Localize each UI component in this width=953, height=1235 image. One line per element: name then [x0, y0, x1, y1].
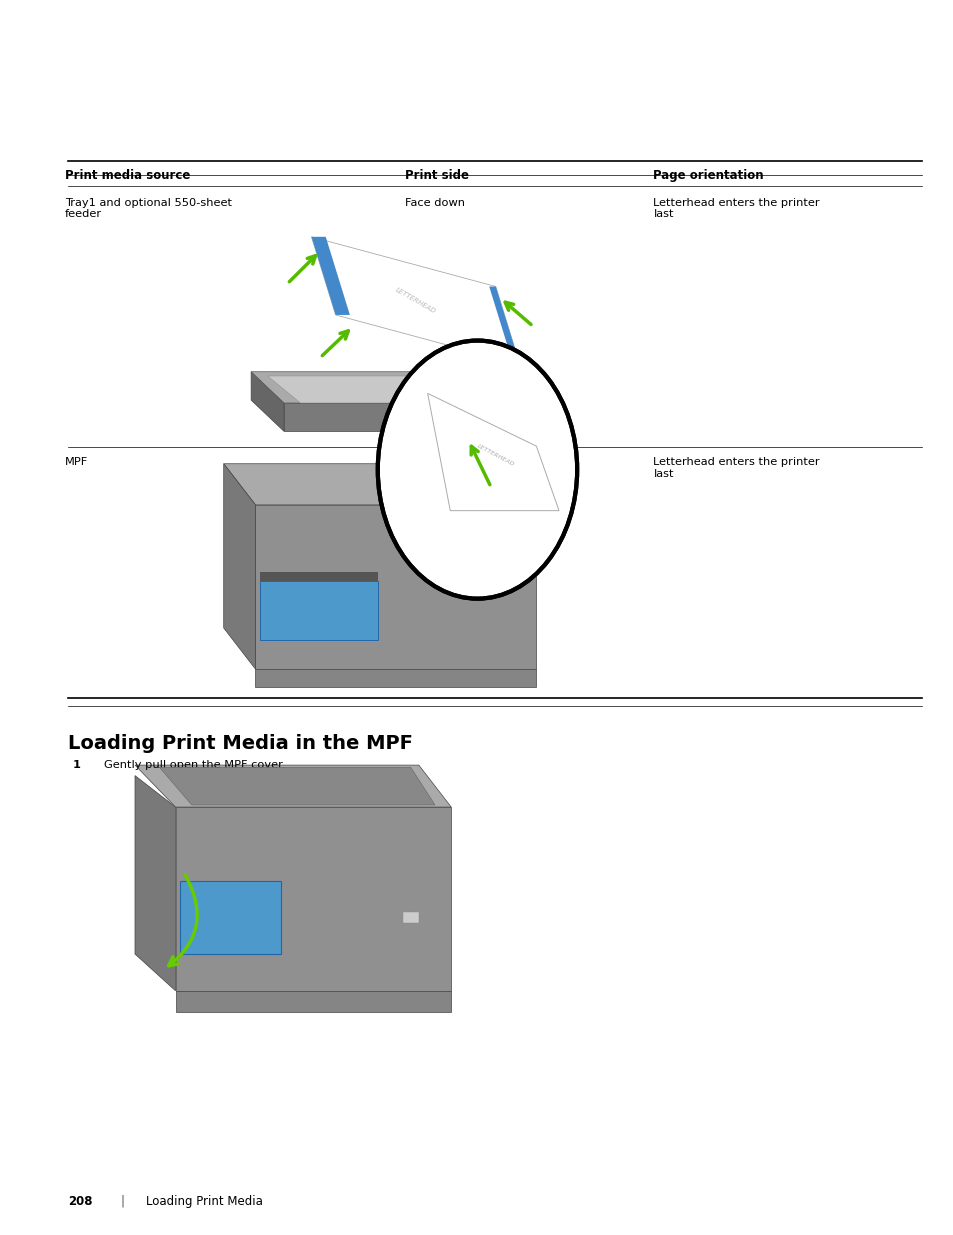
Polygon shape	[179, 881, 280, 953]
Polygon shape	[311, 237, 350, 315]
Polygon shape	[267, 375, 530, 403]
Text: Loading Print Media in the MPF: Loading Print Media in the MPF	[68, 734, 413, 752]
Text: Loading Print Media: Loading Print Media	[146, 1194, 263, 1208]
Text: |: |	[120, 1194, 124, 1208]
Text: Letterhead enters the printer
last: Letterhead enters the printer last	[653, 198, 820, 219]
Text: LETTERHEAD: LETTERHEAD	[476, 443, 515, 468]
Polygon shape	[251, 372, 284, 431]
Polygon shape	[251, 372, 543, 403]
Polygon shape	[223, 463, 255, 669]
Text: Print side: Print side	[405, 169, 469, 183]
Polygon shape	[175, 990, 451, 1011]
Polygon shape	[489, 287, 519, 364]
Circle shape	[507, 561, 519, 578]
Polygon shape	[432, 493, 536, 505]
Polygon shape	[255, 669, 536, 687]
Text: Page orientation: Page orientation	[653, 169, 763, 183]
Text: Letterhead enters the printer
last: Letterhead enters the printer last	[653, 457, 820, 478]
Text: Print media source: Print media source	[65, 169, 190, 183]
Text: 1: 1	[72, 760, 81, 769]
Text: Gently pull open the MPF cover.: Gently pull open the MPF cover.	[104, 760, 286, 769]
Bar	[402, 911, 418, 923]
Polygon shape	[159, 767, 435, 805]
Polygon shape	[135, 764, 451, 808]
Polygon shape	[135, 776, 175, 990]
Polygon shape	[255, 505, 536, 669]
Polygon shape	[311, 237, 519, 364]
Polygon shape	[223, 463, 536, 505]
Text: LETTERHEAD: LETTERHEAD	[394, 287, 436, 315]
Text: Tray1 and optional 550-sheet
feeder: Tray1 and optional 550-sheet feeder	[65, 198, 232, 219]
Text: Face down: Face down	[405, 457, 465, 467]
Polygon shape	[284, 403, 511, 431]
Polygon shape	[259, 572, 377, 582]
Circle shape	[377, 341, 577, 599]
Text: 208: 208	[68, 1194, 92, 1208]
Text: Face down: Face down	[405, 198, 465, 207]
Polygon shape	[427, 393, 558, 511]
Polygon shape	[259, 582, 377, 640]
Text: MPF: MPF	[65, 457, 88, 467]
Polygon shape	[175, 808, 451, 990]
